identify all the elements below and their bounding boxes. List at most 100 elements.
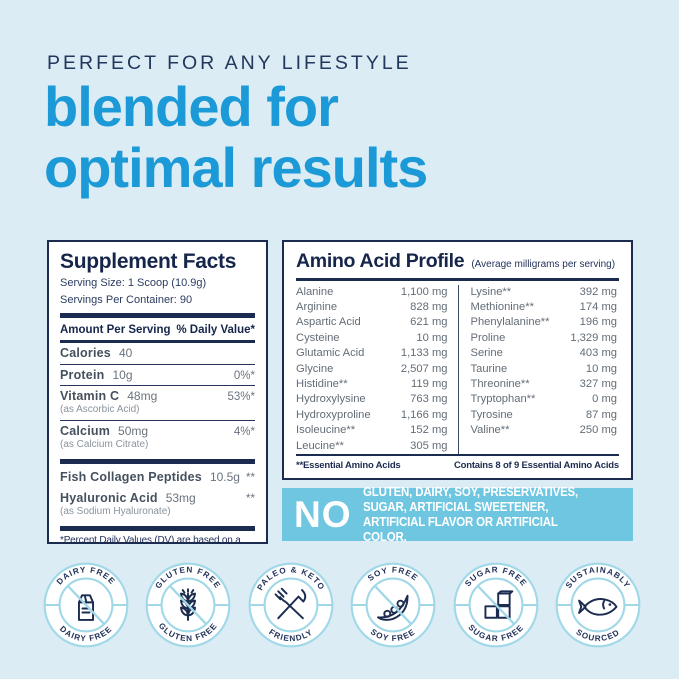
slash-icon <box>476 585 515 625</box>
facts-header-row: Amount Per Serving % Daily Value* <box>60 321 255 340</box>
facts-row-main: Vitamin C 48mg 53%* <box>60 389 255 403</box>
amino-name: Lysine** <box>470 285 512 298</box>
facts-row-name: Fish Collagen Peptides <box>60 470 202 484</box>
amino-row: Tryptophan** 0 mg <box>471 392 618 407</box>
divider <box>60 459 255 464</box>
amino-value: 1,100 mg <box>400 285 448 298</box>
amino-column-left: Alanine 1,100 mg Arginine 828 mg Aspartic Ac… <box>296 285 458 454</box>
essential-amino-note: **Essential Amino Acids <box>296 460 401 471</box>
facts-row-daily-value: ** <box>246 492 255 505</box>
amount-per-serving-header: Amount Per Serving <box>60 324 171 336</box>
facts-row-daily-value: 53%* <box>227 391 256 403</box>
facts-row-main: Calcium 50mg 4%* <box>60 424 255 438</box>
facts-row-name: Vitamin C <box>60 389 120 403</box>
amino-value: 10 mg <box>416 331 448 344</box>
amino-value: 763 mg <box>410 393 448 406</box>
amino-value: 327 mg <box>579 377 617 390</box>
amino-name: Glutamic Acid <box>296 347 365 360</box>
daily-value-header: % Daily Value* <box>176 324 255 336</box>
fork-knife-icon <box>274 587 306 620</box>
divider <box>60 526 255 531</box>
amino-footer: **Essential Amino Acids Contains 8 of 9 … <box>296 456 619 471</box>
fish-icon <box>578 598 618 616</box>
divider <box>60 419 255 421</box>
amino-row: Cysteine 10 mg <box>296 331 448 346</box>
amino-row: Valine** 250 mg <box>471 423 618 438</box>
divider <box>60 385 255 386</box>
slash-icon <box>374 585 413 625</box>
facts-row-sublabel: (as Sodium Hyaluronate) <box>60 505 171 517</box>
amino-value: 196 mg <box>579 316 617 329</box>
amino-name: Tyrosine <box>470 408 513 421</box>
amino-name: Aspartic Acid <box>296 316 361 329</box>
supplement-facts-panel: Supplement Facts Serving Size: 1 Scoop (… <box>47 240 268 544</box>
facts-row: Protein 10g 0%* <box>60 365 255 386</box>
facts-row-daily-value: 0%* <box>233 369 255 382</box>
facts-row-sublabel: (as Ascorbic Acid) <box>60 404 140 415</box>
amino-row: Alanine 1,100 mg <box>296 285 448 300</box>
amino-name: Hydroxyproline <box>296 408 371 421</box>
facts-row-main: Hyaluronic Acid 53mg ** <box>60 491 255 505</box>
amino-value: 1,166 mg <box>400 408 448 421</box>
amino-row: Serine 403 mg <box>471 346 618 361</box>
amino-value: 0 mg <box>592 393 617 406</box>
amino-value: 621 mg <box>410 316 448 329</box>
amino-name: Leucine** <box>296 439 344 452</box>
amino-value: 87 mg <box>585 408 617 421</box>
facts-row: Vitamin C 48mg 53%* (as Ascorbic Acid) <box>60 386 255 420</box>
eyebrow-text: PERFECT FOR ANY LIFESTYLE <box>47 52 412 74</box>
amino-name: Alanine <box>296 285 334 298</box>
headline-line-2: optimal results <box>44 136 428 199</box>
amino-name: Threonine** <box>470 377 530 390</box>
amino-row: Glutamic Acid 1,133 mg <box>296 346 448 361</box>
facts-row-amount: 53mg <box>165 490 196 505</box>
amino-row: Leucine** 305 mg <box>296 439 448 454</box>
divider <box>296 278 619 281</box>
amino-column-right: Lysine** 392 mg Methionine** 174 mg Phenylal… <box>457 284 620 454</box>
facts-row-sublabel: (as Calcium Citrate) <box>60 438 149 450</box>
facts-row-main: Protein 10g 0%* <box>60 368 255 382</box>
divider <box>60 340 255 343</box>
amino-row: Arginine 828 mg <box>296 300 448 315</box>
facts-row-name: Calories <box>60 346 111 360</box>
amino-title: Amino Acid Profile <box>296 250 465 272</box>
amino-row: Proline 1,329 mg <box>471 331 618 346</box>
banner-no-word: NO <box>294 494 352 535</box>
amino-columns: Alanine 1,100 mg Arginine 828 mg Aspartic Ac… <box>296 284 620 454</box>
supplement-facts-title: Supplement Facts <box>60 250 237 273</box>
slash-icon <box>67 585 105 625</box>
facts-row-daily-value: ** <box>246 472 255 484</box>
amino-row: Histidine** 119 mg <box>296 377 448 392</box>
amino-name: Arginine <box>296 300 338 313</box>
amino-name: Taurine <box>470 362 508 375</box>
facts-row-daily-value: 4%* <box>233 425 255 438</box>
footnote-dv: *Percent Daily Values (DV) are based on … <box>60 535 241 544</box>
servings-per-container: Servings Per Container: 90 <box>60 294 193 306</box>
badges-row: DAIRY FREE DAIRY FREE GLUTEN FREE GLUTEN FR… <box>42 561 642 649</box>
amino-value: 10 mg <box>585 362 617 375</box>
facts-rows: Calories 40 Protein 10g 0%* Vitamin C 48mg 53%*… <box>60 343 255 531</box>
amino-value: 119 mg <box>411 377 448 390</box>
facts-footnotes: *Percent Daily Values (DV) are based on … <box>60 534 255 544</box>
facts-row: Fish Collagen Peptides 10.5g ** <box>60 467 255 488</box>
amino-row: Phenylalanine** 196 mg <box>471 315 618 330</box>
facts-row-amount: 50mg <box>118 423 149 438</box>
amino-name: Serine <box>470 347 503 360</box>
amino-value: 1,133 mg <box>400 347 448 360</box>
amino-row: Aspartic Acid 621 mg <box>296 315 448 330</box>
banner-claims-text: GLUTEN, DAIRY, SOY, PRESERVATIVES, SUGAR… <box>362 484 578 544</box>
amino-value: 305 mg <box>410 439 448 452</box>
facts-row-amount: 40 <box>118 346 133 360</box>
amino-row: Threonine** 327 mg <box>471 377 618 392</box>
amino-row: Tyrosine 87 mg <box>471 408 618 423</box>
amino-title-row: Amino Acid Profile (Average milligrams p… <box>296 250 619 273</box>
amino-row: Hydroxylysine 763 mg <box>296 392 448 407</box>
badge-inner-ring <box>570 577 626 633</box>
headline-line-1: blended for <box>44 75 339 138</box>
